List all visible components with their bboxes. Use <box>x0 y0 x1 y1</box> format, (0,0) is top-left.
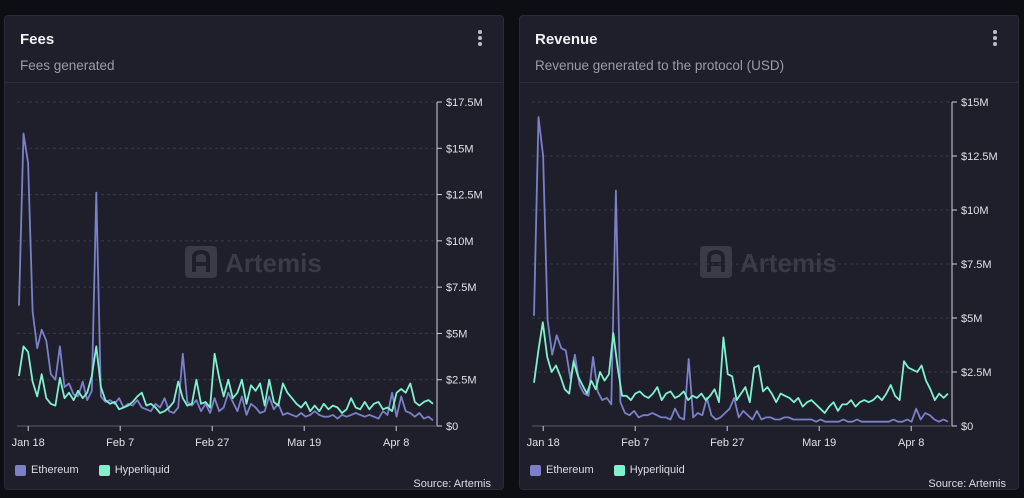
x-tick-label: Jan 18 <box>527 437 560 449</box>
chart-legend: Ethereum Hyperliquid <box>15 464 190 476</box>
series-line-ethereum <box>18 132 434 422</box>
legend-label: Hyperliquid <box>114 464 170 476</box>
legend-label: Ethereum <box>31 464 79 476</box>
y-tick-label: $12.5M <box>446 190 483 202</box>
watermark-text: Artemis <box>740 248 837 278</box>
fees-chart-card: Fees Fees generated Artemis $0 $2.5M $5M $7.… <box>4 15 504 490</box>
revenue-chart-card: Revenue Revenue generated to the protoco… <box>519 15 1019 490</box>
y-tick-label: $0 <box>961 421 973 433</box>
x-tick-label: Apr 8 <box>383 437 409 449</box>
y-tick-label: $5M <box>961 313 982 325</box>
y-tick-label: $10M <box>961 205 989 217</box>
legend-swatch-hyperliquid <box>613 464 625 476</box>
x-tick-label: Feb 7 <box>621 437 649 449</box>
artemis-watermark: Artemis <box>700 246 837 278</box>
source-label: Source: Artemis <box>928 478 1006 490</box>
x-tick-label: Feb 7 <box>106 437 134 449</box>
x-tick-label: Jan 18 <box>12 437 45 449</box>
divider <box>5 82 503 83</box>
y-tick-label: $7.5M <box>446 282 477 294</box>
series-line-ethereum <box>533 116 949 423</box>
more-options-icon[interactable] <box>992 30 998 50</box>
x-tick-label: Apr 8 <box>898 437 924 449</box>
legend-swatch-ethereum <box>15 464 26 476</box>
y-tick-label: $2.5M <box>961 367 992 379</box>
series-line-hyperliquid <box>533 321 949 414</box>
x-tick-label: Feb 27 <box>710 437 744 449</box>
card-subtitle: Fees generated <box>20 58 115 73</box>
more-options-icon[interactable] <box>477 30 483 50</box>
source-label: Source: Artemis <box>413 478 491 490</box>
artemis-watermark: Artemis <box>185 246 322 278</box>
y-tick-label: $10M <box>446 236 474 248</box>
watermark-text: Artemis <box>225 248 322 278</box>
y-tick-label: $0 <box>446 421 458 433</box>
fees-line-chart: Artemis $0 $2.5M $5M $7.5M $10M $12.5M $15M $17.… <box>12 97 483 449</box>
x-tick-label: Mar 19 <box>287 437 321 449</box>
y-tick-label: $12.5M <box>961 151 998 163</box>
legend-label: Ethereum <box>546 464 594 476</box>
y-tick-label: $7.5M <box>961 259 992 271</box>
legend-item-ethereum[interactable]: Ethereum <box>530 464 594 476</box>
divider <box>520 82 1018 83</box>
chart-legend: Ethereum Hyperliquid <box>530 464 705 476</box>
legend-item-hyperliquid[interactable]: Hyperliquid <box>613 464 685 476</box>
legend-label: Hyperliquid <box>629 464 685 476</box>
card-subtitle: Revenue generated to the protocol (USD) <box>535 58 785 73</box>
legend-swatch-ethereum <box>530 464 541 476</box>
legend-item-hyperliquid[interactable]: Hyperliquid <box>98 464 170 476</box>
x-tick-label: Mar 19 <box>802 437 836 449</box>
y-tick-label: $15M <box>446 143 474 155</box>
x-tick-label: Feb 27 <box>195 437 229 449</box>
y-tick-label: $2.5M <box>446 375 477 387</box>
legend-item-ethereum[interactable]: Ethereum <box>15 464 79 476</box>
y-tick-label: $17.5M <box>446 97 483 109</box>
y-tick-label: $5M <box>446 328 467 340</box>
artemis-logo-mark <box>192 249 210 272</box>
y-tick-label: $15M <box>961 97 989 109</box>
legend-swatch-hyperliquid <box>98 464 110 476</box>
card-title: Fees <box>20 31 55 48</box>
revenue-line-chart: Artemis $0 $2.5M $5M $7.5M $10M $12.5M $15M Jan … <box>527 97 998 449</box>
card-title: Revenue <box>535 31 598 48</box>
series-line-hyperliquid <box>18 345 434 414</box>
